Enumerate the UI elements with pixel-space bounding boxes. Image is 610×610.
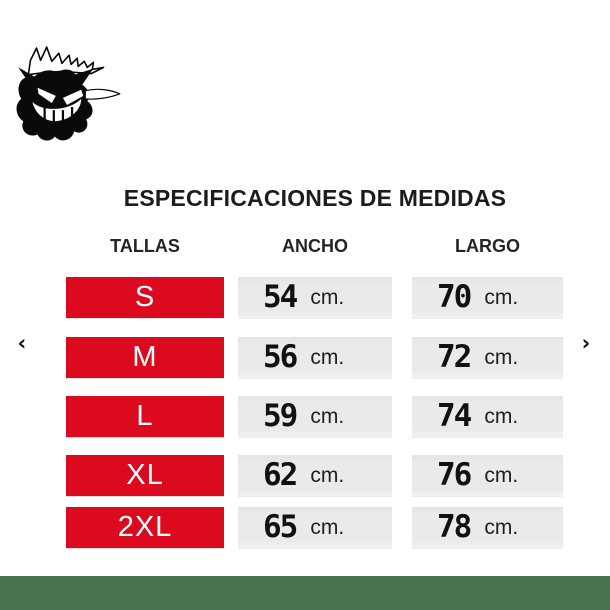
column-header-ancho: ANCHO [282, 236, 348, 256]
ancho-cell: 65 cm. [238, 507, 392, 548]
table-row: 2XL 65 cm. 78 cm. [0, 507, 610, 548]
ancho-value: 59 [263, 398, 298, 434]
size-badge: L [66, 396, 224, 437]
size-label: 2XL [117, 511, 173, 543]
size-badge: M [66, 337, 224, 378]
largo-cell: 78 cm. [412, 507, 563, 548]
largo-cell: 76 cm. [412, 455, 563, 496]
unit-label: cm. [484, 345, 519, 369]
size-badge: XL [66, 455, 224, 496]
unit-label: cm. [484, 404, 519, 428]
largo-value: 72 [437, 339, 472, 375]
table-row: L 59 cm. 74 cm. [0, 396, 610, 437]
size-label: S [134, 281, 156, 313]
largo-cell: 72 cm. [412, 337, 563, 378]
size-label: M [132, 341, 158, 373]
ancho-value: 56 [263, 339, 298, 375]
unit-label: cm. [484, 515, 519, 539]
gengar-logo-icon [16, 46, 121, 141]
unit-label: cm. [310, 345, 345, 369]
size-badge: 2XL [66, 507, 224, 548]
ancho-cell: 54 cm. [238, 277, 392, 318]
carousel-prev-button[interactable]: ‹ [10, 329, 34, 357]
table-row: XL 62 cm. 76 cm. [0, 455, 610, 496]
largo-value: 78 [437, 509, 472, 545]
largo-value: 70 [437, 279, 472, 315]
unit-label: cm. [310, 285, 345, 309]
largo-cell: 74 cm. [412, 396, 563, 437]
unit-label: cm. [310, 404, 345, 428]
table-row: S 54 cm. 70 cm. [0, 277, 610, 318]
column-header-largo: LARGO [455, 236, 520, 256]
ancho-cell: 59 cm. [238, 396, 392, 437]
ancho-cell: 62 cm. [238, 455, 392, 496]
footer-band [0, 576, 610, 610]
ancho-value: 54 [263, 279, 298, 315]
unit-label: cm. [310, 515, 345, 539]
page-title: ESPECIFICACIONES DE MEDIDAS [123, 185, 507, 211]
ancho-cell: 56 cm. [238, 337, 392, 378]
largo-value: 74 [437, 398, 472, 434]
unit-label: cm. [484, 285, 519, 309]
unit-label: cm. [484, 463, 519, 487]
size-label: XL [126, 459, 164, 491]
table-row: M 56 cm. 72 cm. [0, 337, 610, 378]
ancho-value: 65 [263, 509, 298, 545]
largo-value: 76 [437, 457, 472, 493]
size-label: L [136, 400, 154, 432]
ancho-value: 62 [263, 457, 298, 493]
carousel-next-button[interactable]: › [574, 329, 598, 357]
size-badge: S [66, 277, 224, 318]
largo-cell: 70 cm. [412, 277, 563, 318]
unit-label: cm. [310, 463, 345, 487]
column-header-tallas: TALLAS [110, 236, 180, 256]
